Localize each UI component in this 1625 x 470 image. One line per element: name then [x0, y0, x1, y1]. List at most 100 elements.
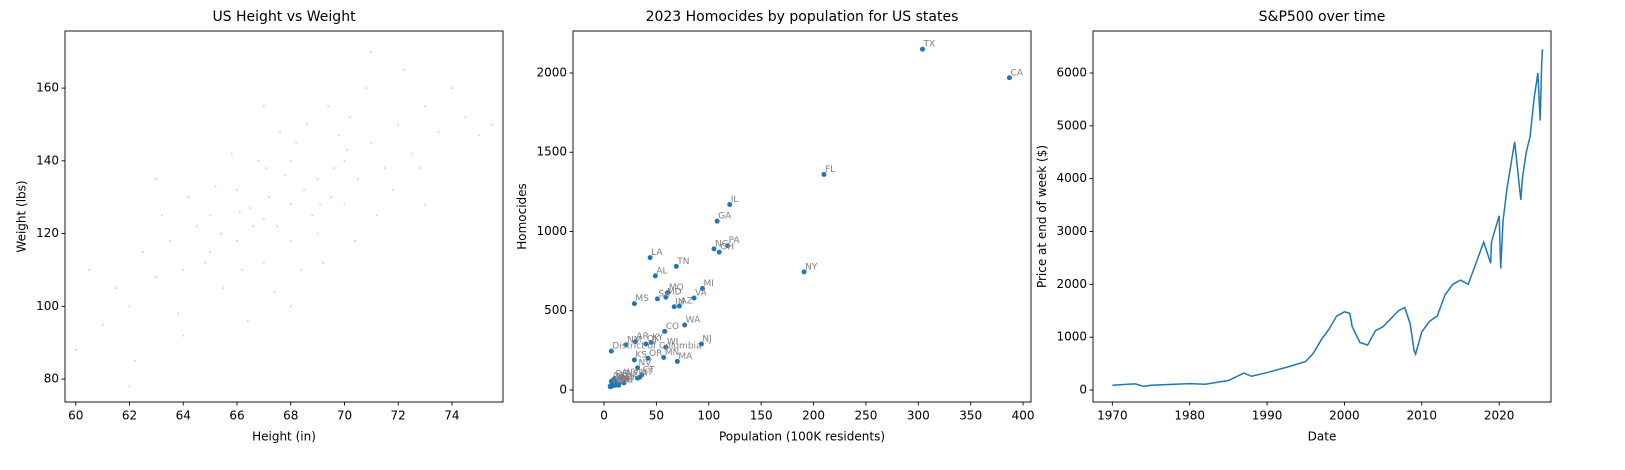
point [316, 178, 319, 181]
point [364, 87, 367, 90]
point-label: PA [729, 236, 741, 246]
point [661, 354, 667, 360]
point [698, 341, 704, 347]
point-label: CT [643, 365, 655, 375]
point [648, 339, 654, 345]
point-label: MT [617, 373, 631, 383]
point [663, 294, 669, 300]
point [464, 116, 467, 119]
line [1112, 49, 1544, 388]
point-label: TX [922, 40, 935, 50]
point-label: VA [695, 289, 708, 299]
point [616, 381, 622, 387]
x-tick-label: 350 [959, 409, 982, 423]
y-tick-label: 1000 [536, 224, 567, 238]
point-label: LA [651, 248, 663, 258]
y-tick-label: 160 [36, 81, 59, 95]
point [635, 375, 641, 381]
point [676, 303, 682, 309]
point [450, 87, 453, 90]
point [289, 305, 292, 308]
x-tick-label: 150 [750, 409, 773, 423]
point [662, 328, 668, 334]
point-label: DE [615, 369, 628, 379]
point-label: CA [1010, 68, 1023, 78]
x-axis-label: Date [1308, 430, 1337, 444]
point [311, 214, 314, 217]
x-tick-label: 70 [337, 409, 352, 423]
point [182, 268, 185, 271]
point [176, 312, 179, 315]
point [235, 188, 238, 191]
x-axis-label: Population (100K residents) [719, 430, 885, 444]
y-tick-label: 500 [544, 303, 567, 317]
point [346, 148, 349, 151]
x-tick-label: 62 [122, 409, 137, 423]
point-label: MI [703, 279, 713, 289]
point [303, 188, 306, 191]
point [289, 239, 292, 242]
point [711, 246, 717, 252]
x-tick-label: 74 [444, 409, 459, 423]
point-label: WV [624, 368, 640, 378]
point [410, 152, 413, 155]
point [155, 276, 158, 279]
point [330, 196, 333, 199]
chart-title: 2023 Homocides by population for US stat… [646, 9, 959, 25]
y-axis-label: Weight (lbs) [15, 180, 29, 252]
point [622, 376, 628, 382]
y-tick-label: 2000 [1056, 277, 1087, 291]
point [631, 357, 637, 363]
point-label: AK [612, 372, 625, 382]
y-tick-label: 80 [44, 372, 59, 386]
x-tick-label: 0 [600, 409, 608, 423]
point [674, 358, 680, 364]
y-tick-label: 6000 [1056, 66, 1087, 80]
point-label: MN [665, 348, 680, 358]
point-label: NM [627, 335, 642, 345]
point [673, 263, 679, 269]
point [645, 355, 651, 361]
point-label: IA [639, 369, 649, 379]
point-label: ME [620, 376, 634, 386]
point [391, 188, 394, 191]
chart-title: S&P500 over time [1259, 9, 1386, 25]
point [273, 290, 276, 293]
point-label: AL [656, 266, 667, 276]
point [214, 185, 217, 188]
y-tick-label: 100 [36, 299, 59, 313]
point [155, 178, 158, 181]
point-label: SC [658, 289, 670, 299]
point-label: IL [731, 195, 739, 205]
point [141, 250, 144, 253]
point [230, 152, 233, 155]
point [319, 203, 322, 206]
y-tick-label: 140 [36, 153, 59, 167]
point-label: WI [667, 338, 679, 348]
point-label: WA [686, 315, 701, 325]
point [375, 214, 378, 217]
point [437, 130, 440, 133]
point [424, 105, 427, 108]
point [182, 334, 185, 337]
point [88, 268, 91, 271]
point-label: AR [636, 332, 648, 342]
y-tick-label: 0 [1079, 383, 1087, 397]
y-axis-label: Price at end of week ($) [1035, 145, 1049, 288]
point-label: MD [667, 288, 682, 298]
x-tick-label: 50 [649, 409, 664, 423]
x-tick-label: 2010 [1407, 409, 1438, 423]
point-label: MA [678, 352, 693, 362]
point [418, 167, 421, 170]
point [652, 273, 658, 279]
point [262, 218, 265, 221]
point [623, 342, 629, 348]
point [343, 203, 346, 206]
point-label: OR [649, 349, 662, 359]
point [714, 218, 720, 224]
x-tick-label: 1980 [1174, 409, 1205, 423]
point [338, 134, 341, 137]
point-label: RI [617, 376, 626, 386]
point [354, 239, 357, 242]
point-label: SD [614, 375, 627, 385]
